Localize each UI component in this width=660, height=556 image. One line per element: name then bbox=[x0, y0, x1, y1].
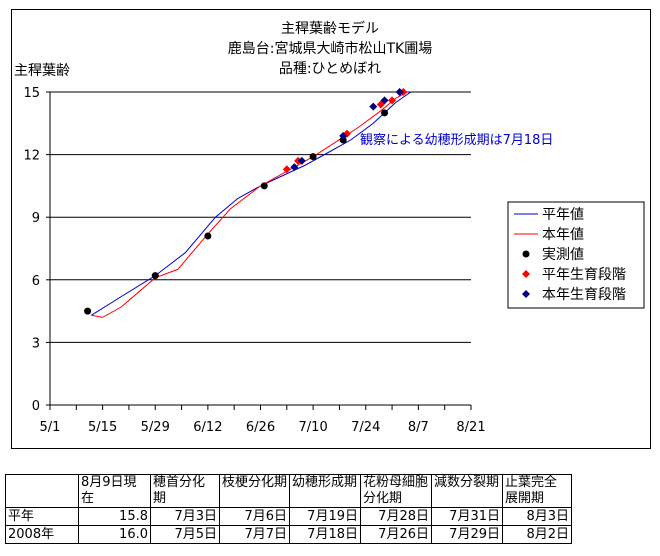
table-header-cell: 穂首分化期 bbox=[150, 474, 220, 508]
data-point bbox=[297, 156, 306, 165]
table-header-cell: 花粉母細胞分化期 bbox=[360, 474, 432, 508]
annotation: 観察による幼穂形成期は7月18日 bbox=[360, 133, 553, 148]
table-header-cell: 枝梗分化期 bbox=[219, 474, 290, 508]
table-header-cell: 8月9日現在 bbox=[78, 474, 151, 508]
data-point bbox=[369, 102, 378, 111]
legend-label: 本年値 bbox=[542, 227, 584, 243]
chart-title-line-3: 品種:ひとめぼれ bbox=[278, 61, 382, 77]
data-point bbox=[388, 96, 397, 105]
table-cell: 7月6日 bbox=[219, 507, 290, 526]
data-point bbox=[84, 307, 92, 315]
legend-swatch bbox=[522, 270, 530, 278]
series-line bbox=[91, 92, 412, 316]
table-cell: 16.0 bbox=[78, 525, 151, 544]
data-point bbox=[290, 163, 299, 172]
x-tick-label: 7/10 bbox=[299, 420, 328, 435]
table-row-label: 2008年 bbox=[5, 525, 79, 544]
x-tick-label: 8/21 bbox=[456, 420, 485, 435]
x-tick-label: 6/26 bbox=[246, 420, 275, 435]
table-cell: 7月28日 bbox=[360, 507, 432, 526]
table-header-cell: 幼穂形成期 bbox=[289, 474, 361, 508]
table-header-row: 8月9日現在 穂首分化期 枝梗分化期 幼穂形成期 花粉母細胞分化期 減数分裂期 … bbox=[5, 474, 572, 508]
legend-swatch bbox=[522, 250, 530, 258]
data-point bbox=[309, 153, 317, 161]
y-tick-label: 9 bbox=[32, 211, 40, 226]
table-cell: 7月29日 bbox=[431, 525, 503, 544]
table-cell: 7月7日 bbox=[219, 525, 290, 544]
table-cell: 8月3日 bbox=[502, 507, 572, 526]
data-point bbox=[381, 109, 389, 117]
table-header-cell bbox=[5, 474, 79, 508]
y-tick-label: 12 bbox=[23, 149, 40, 164]
x-tick-label: 8/7 bbox=[408, 420, 429, 435]
legend-swatch bbox=[522, 290, 530, 298]
data-point bbox=[282, 165, 291, 174]
y-tick-label: 6 bbox=[32, 274, 40, 289]
chart-frame bbox=[11, 9, 651, 449]
table-cell: 7月19日 bbox=[289, 507, 361, 526]
x-tick-label: 7/24 bbox=[351, 420, 380, 435]
data-point bbox=[204, 232, 212, 240]
table-cell: 7月18日 bbox=[289, 525, 361, 544]
chart-plot: 0 3 6 9 12 15 5/1 5/15 5/29 6/12 6/26 7/10 7/24 8/7 8/… bbox=[14, 63, 645, 435]
chart-title-line-2: 鹿島台:宮城県大崎市松山TK圃場 bbox=[227, 41, 433, 57]
series-line bbox=[91, 92, 409, 318]
table-header-cell: 止葉完全展開期 bbox=[502, 474, 572, 508]
data-point bbox=[339, 136, 347, 144]
data-point bbox=[380, 96, 389, 105]
legend-label: 本年生育段階 bbox=[542, 287, 626, 303]
legend-box bbox=[507, 201, 645, 309]
data-point bbox=[339, 131, 348, 140]
x-tick-label: 5/1 bbox=[40, 420, 61, 435]
y-tick-label: 0 bbox=[32, 399, 40, 414]
data-point bbox=[260, 182, 268, 190]
table-cell: 7月5日 bbox=[150, 525, 220, 544]
chart-title-line-1: 主稈葉齢モデル bbox=[281, 21, 379, 37]
y-axis-label: 主稈葉齢 bbox=[14, 63, 70, 79]
legend-label: 平年値 bbox=[542, 207, 584, 223]
table-row: 平年 15.8 7月3日 7月6日 7月19日 7月28日 7月31日 8月3日 bbox=[5, 507, 572, 526]
y-tick-label: 15 bbox=[23, 86, 40, 101]
x-tick-label: 6/12 bbox=[193, 420, 222, 435]
x-tick-label: 5/29 bbox=[141, 420, 170, 435]
table-cell: 8月2日 bbox=[502, 525, 572, 544]
table-row-label: 平年 bbox=[5, 507, 79, 526]
table-cell: 15.8 bbox=[78, 507, 151, 526]
table-row: 2008年 16.0 7月5日 7月7日 7月18日 7月26日 7月29日 8… bbox=[5, 525, 572, 544]
data-point bbox=[151, 272, 159, 280]
y-tick-label: 3 bbox=[32, 336, 40, 351]
x-tick-label: 5/15 bbox=[88, 420, 117, 435]
table-cell: 7月3日 bbox=[150, 507, 220, 526]
legend-label: 平年生育段階 bbox=[542, 267, 626, 283]
data-point bbox=[395, 88, 404, 96]
table-cell: 7月31日 bbox=[431, 507, 503, 526]
table-header-cell: 減数分裂期 bbox=[431, 474, 503, 508]
data-table: 8月9日現在 穂首分化期 枝梗分化期 幼穂形成期 花粉母細胞分化期 減数分裂期 … bbox=[5, 474, 572, 544]
table-cell: 7月26日 bbox=[360, 525, 432, 544]
legend-label: 実測値 bbox=[542, 247, 584, 263]
